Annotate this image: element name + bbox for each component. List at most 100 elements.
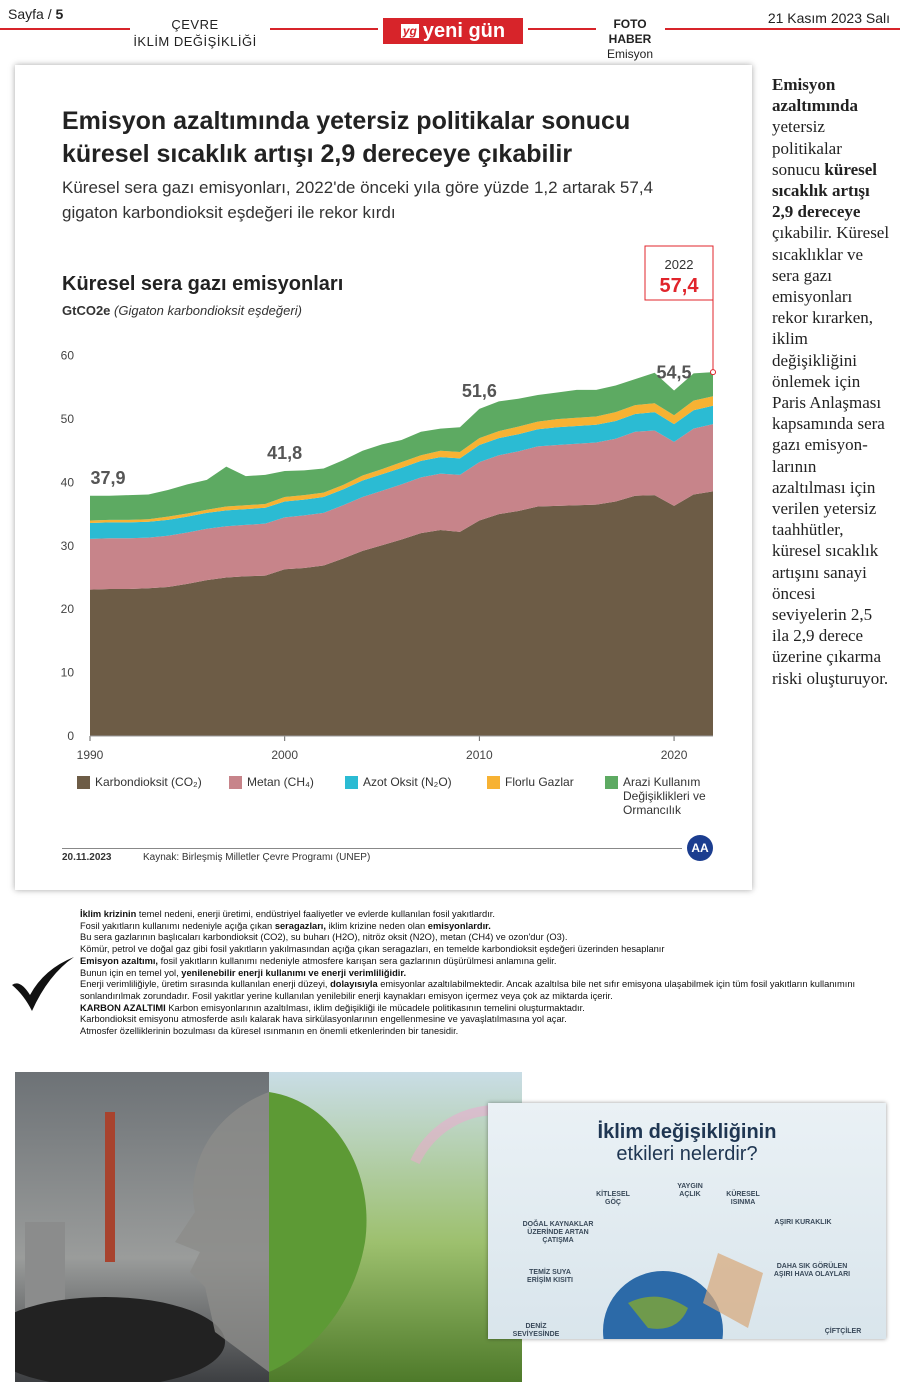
y-tick-label: 10: [61, 666, 75, 680]
text-run: Bu sera gazlarının başlıcaları karbondio…: [80, 932, 568, 943]
area: [90, 491, 713, 736]
area: [90, 424, 713, 590]
cooling-tower: [25, 1222, 65, 1312]
annotation: 51,6: [462, 381, 497, 401]
page-label: Sayfa / 5: [8, 6, 63, 22]
info-title-2: etkileri nelerdir?: [616, 1143, 758, 1165]
footer-rule: [62, 848, 682, 849]
info-title-1: İklim değişikliğinin: [597, 1121, 777, 1143]
legend-label: Arazi Kullanım Değişiklikleri ve Ormancı…: [623, 775, 706, 817]
info-label: DOĞAL KAYNAKLAR ÜZERİNDE ARTAN ÇATIŞMA: [522, 1221, 594, 1244]
note-line: Fosil yakıtların kullanımı nedeniyle açı…: [80, 921, 885, 933]
annotation: 41,8: [267, 443, 302, 463]
text-run: Bunun için en temel yol,: [80, 967, 182, 978]
callout-year: 2022: [665, 257, 694, 272]
rule: [270, 28, 378, 30]
legend-item: Arazi Kullanım Değişiklikleri ve Ormancı…: [605, 775, 725, 817]
text-run: iklim krizine neden olan: [325, 920, 428, 931]
unit-text: GtCO2e: [62, 303, 111, 318]
legend-label: Karbondioksit (CO₂): [95, 775, 202, 789]
rule: [528, 28, 596, 30]
infographic: İklim değişikliğinin etkileri nelerdir? K…: [488, 1103, 886, 1339]
footer-source: Kaynak: Birleşmiş Milletler Çevre Progra…: [143, 852, 371, 863]
legend-item: Metan (CH₄): [229, 775, 314, 789]
plot-title: Küresel sera gazı emisyonları: [62, 273, 344, 295]
info-label: TEMİZ SUYA ERİŞİM KISITI: [527, 1269, 573, 1284]
bold-run: Emisyon azaltımında: [772, 75, 858, 116]
note-line: KARBON AZALTIMI Karbon emisyonlarının az…: [80, 1003, 885, 1015]
bold-run: küresel sıcaklık artışı 2,9 dereceye: [772, 159, 877, 222]
info-label: DENİZ SEVİYESİNDE: [512, 1323, 560, 1338]
text-run: Karbondioksit emisyonu atmosferde asılı …: [80, 1014, 567, 1025]
note-line: Bu sera gazlarının başlıcaları karbondio…: [80, 932, 885, 944]
chimney: [105, 1112, 115, 1262]
aa-logo: AA: [687, 835, 713, 861]
date: 21 Kasım 2023 Salı: [767, 10, 890, 26]
x-tick-label: 2010: [466, 748, 493, 762]
y-tick-label: 30: [61, 539, 75, 553]
bold-run: yenilenebilir enerji kullanımı ve enerji…: [181, 967, 407, 978]
legend-swatch: [487, 776, 500, 789]
unit-note: (Gigaton karbondioksit eşdeğeri): [114, 303, 302, 318]
note-line: Emisyon azaltımı, fosil yakıtların kulla…: [80, 956, 885, 968]
green-tree: [269, 1092, 367, 1372]
trash: [15, 1297, 225, 1382]
info-label: AŞIRI KURAKLIK: [774, 1219, 832, 1226]
note-line: Enerji verimliliğiyle, üretim sırasında …: [80, 979, 885, 1002]
page-label-text: Sayfa /: [8, 6, 52, 22]
rule: [0, 28, 130, 30]
legend-label: Azot Oksit (N₂O): [363, 775, 452, 789]
legend-swatch: [77, 776, 90, 789]
note-line: Kömür, petrol ve doğal gaz gibi fosil ya…: [80, 944, 885, 956]
notes: İklim krizinin temel nedeni, enerji üret…: [80, 909, 885, 1038]
text-run: emisyonlar azaltılabilmektedir. Ancak az…: [80, 979, 856, 1001]
x-tick-label: 1990: [77, 748, 104, 762]
chart-subtitle: Küresel sera gazı emisyonları, 2022'de ö…: [62, 178, 654, 222]
callout-dot: [710, 369, 716, 376]
note-line: Atmosfer özelliklerinin bozulması da kür…: [80, 1026, 885, 1038]
drought-image: [703, 1253, 763, 1328]
text-run: Karbon emisyonlarının azaltılması, iklim…: [165, 1002, 585, 1013]
area: [90, 396, 713, 524]
info-art: [603, 1253, 763, 1339]
text-run: Enerji verimliliğiyle, üretim sırasında …: [80, 979, 331, 990]
bold-run: KARBON AZALTIMI: [80, 1002, 166, 1013]
legend-item: Florlu Gazlar: [487, 775, 574, 789]
y-tick-label: 20: [61, 602, 75, 616]
legend-item: Azot Oksit (N₂O): [345, 775, 452, 789]
text-run: temel nedeni, enerji üretimi, endüstriye…: [136, 909, 495, 919]
annotation: 54,5: [657, 363, 692, 383]
section-bottom: İKLİM DEĞİŞİKLİĞİ: [133, 34, 257, 49]
section-top: ÇEVRE: [171, 17, 219, 32]
logo-text: yeni gün: [422, 19, 506, 42]
info-title: İklim değişikliğinin etkileri nelerdir?: [488, 1121, 886, 1165]
info-label: KÜRESEL ISINMA: [726, 1191, 760, 1206]
unit: GtCO2e (Gigaton karbondioksit eşdeğeri): [62, 303, 302, 318]
callout-value: 57,4: [660, 275, 700, 297]
legend-swatch: [345, 776, 358, 789]
kicker-text: FOTO HABER: [608, 17, 652, 46]
plot: 0 10 20 30 40 50 60 1990 2000 2010 2020 37,9 41,8 51,…: [61, 245, 716, 762]
note-line: Bunun için en temel yol, yenilenebilir e…: [80, 968, 885, 980]
photo: [15, 1072, 522, 1382]
legend-label: Florlu Gazlar: [505, 775, 574, 789]
text-run: Kömür, petrol ve doğal gaz gibi fosil ya…: [80, 944, 665, 955]
bold-run: dolayısıyla: [330, 979, 378, 990]
legend-label: Metan (CH₄): [247, 775, 314, 789]
callout-box: [644, 245, 714, 301]
y-tick-label: 40: [61, 475, 75, 489]
checkmark: [12, 957, 74, 1011]
x-tick-label: 2020: [661, 748, 688, 762]
bold-run: Emisyon azaltımı,: [80, 955, 159, 966]
bold-run: seragazları,: [274, 920, 326, 931]
y-tick-label: 50: [61, 412, 75, 426]
info-label: KİTLESEL GÖÇ: [596, 1191, 630, 1206]
note-line: Karbondioksit emisyonu atmosferde asılı …: [80, 1014, 885, 1026]
text-run: Fosil yakıtların kullanımı nedeniyle açı…: [80, 920, 275, 931]
rule: [665, 28, 900, 30]
text-run: Atmosfer özelliklerinin bozulması da kür…: [80, 1026, 459, 1037]
photo-art: [15, 1072, 522, 1382]
continent: [628, 1296, 688, 1329]
